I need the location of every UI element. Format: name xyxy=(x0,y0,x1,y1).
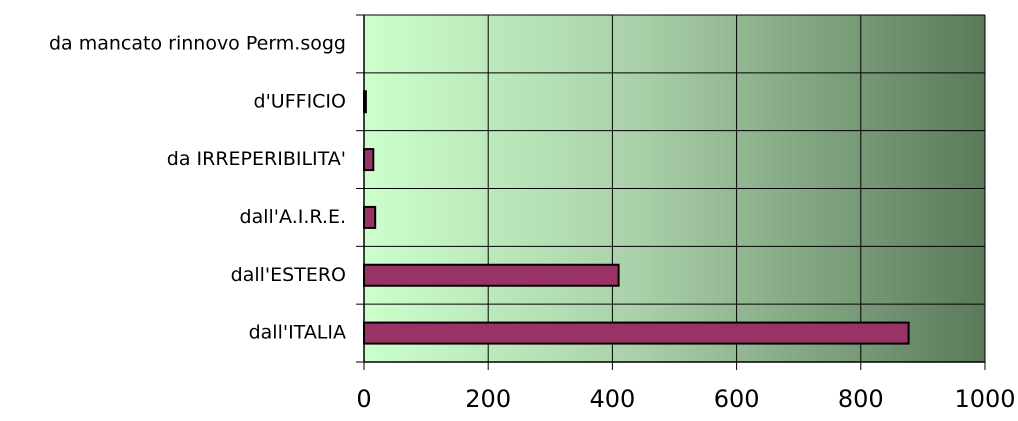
bar-4 xyxy=(363,263,620,287)
bar-3 xyxy=(363,205,377,229)
category-label: d'UFFICIO xyxy=(254,90,346,112)
x-tick-label: 800 xyxy=(838,385,884,413)
bar-5 xyxy=(363,321,910,345)
category-label: dall'ITALIA xyxy=(249,322,346,344)
bar-2 xyxy=(363,148,375,172)
category-label: da mancato rinnovo Perm.sogg xyxy=(49,32,346,54)
x-tick-label: 1000 xyxy=(954,385,1015,413)
category-label: dall'ESTERO xyxy=(231,264,346,286)
category-label: da IRREPERIBILITA' xyxy=(167,148,346,170)
x-tick-label: 0 xyxy=(356,385,371,413)
x-tick-label: 200 xyxy=(465,385,511,413)
category-label: dall'A.I.R.E. xyxy=(240,206,346,228)
x-tick-label: 600 xyxy=(714,385,760,413)
x-tick-label: 400 xyxy=(589,385,635,413)
